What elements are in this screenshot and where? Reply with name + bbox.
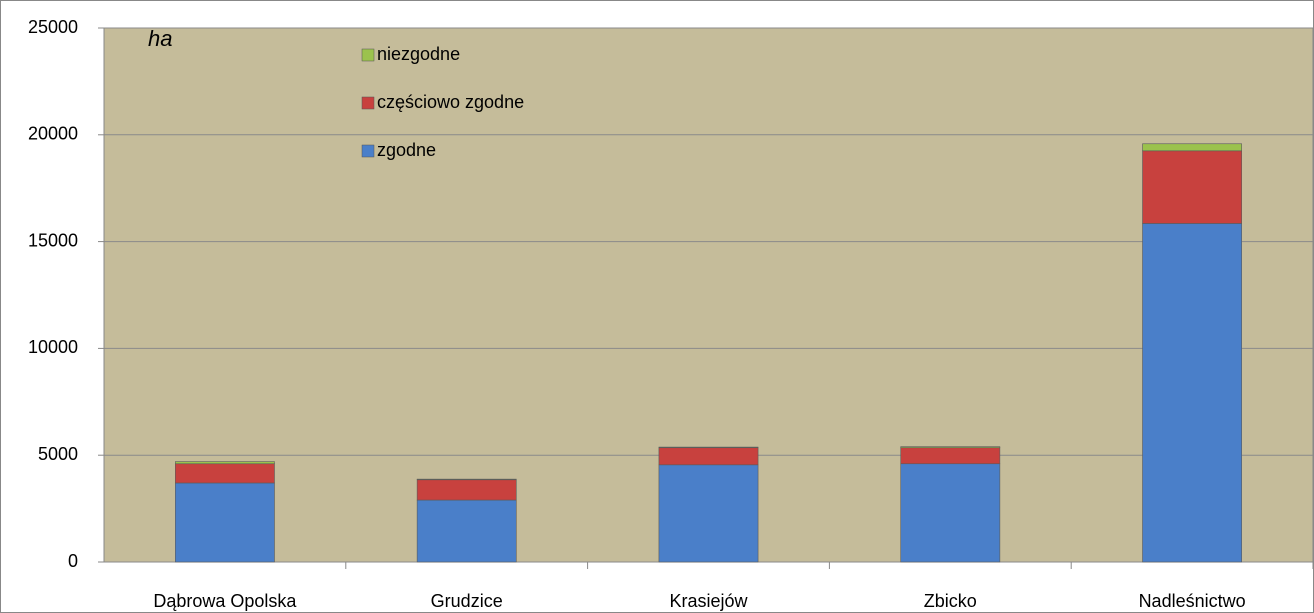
legend-swatch bbox=[361, 96, 375, 110]
bar-segment bbox=[900, 447, 1001, 465]
y-tick-label: 15000 bbox=[28, 230, 78, 250]
bar-segment bbox=[175, 463, 275, 484]
x-tick-label: Nadleśnictwo bbox=[1139, 591, 1246, 611]
bar-segment bbox=[900, 446, 1001, 449]
y-tick-label: 0 bbox=[68, 551, 78, 571]
bar-segment bbox=[416, 499, 517, 563]
y-tick-label: 10000 bbox=[28, 337, 78, 357]
x-tick-label: Zbicko bbox=[924, 591, 977, 611]
bar-segment bbox=[658, 446, 759, 449]
bar-segment bbox=[175, 482, 275, 563]
bar-segment bbox=[416, 479, 517, 501]
legend-label: częściowo zgodne bbox=[377, 92, 524, 112]
bar-segment bbox=[658, 447, 759, 466]
x-tick-label: Dąbrowa Opolska bbox=[153, 591, 297, 611]
unit-annotation: ha bbox=[148, 26, 172, 51]
legend-swatch bbox=[361, 144, 375, 158]
y-tick-label: 25000 bbox=[28, 17, 78, 37]
bar-segment bbox=[1142, 150, 1242, 224]
bar-segment bbox=[175, 461, 275, 465]
bar-segment bbox=[1142, 143, 1242, 152]
y-tick-label: 5000 bbox=[38, 444, 78, 464]
legend-label: niezgodne bbox=[377, 44, 460, 64]
legend-swatch bbox=[361, 48, 375, 62]
bar-segment bbox=[900, 463, 1001, 563]
bar-segment bbox=[658, 464, 759, 563]
bar-segment bbox=[1142, 223, 1242, 563]
bar-segment bbox=[416, 478, 517, 481]
x-tick-label: Grudzice bbox=[431, 591, 503, 611]
x-tick-label: Krasiejów bbox=[669, 591, 748, 611]
legend-label: zgodne bbox=[377, 140, 436, 160]
y-tick-label: 20000 bbox=[28, 124, 78, 144]
